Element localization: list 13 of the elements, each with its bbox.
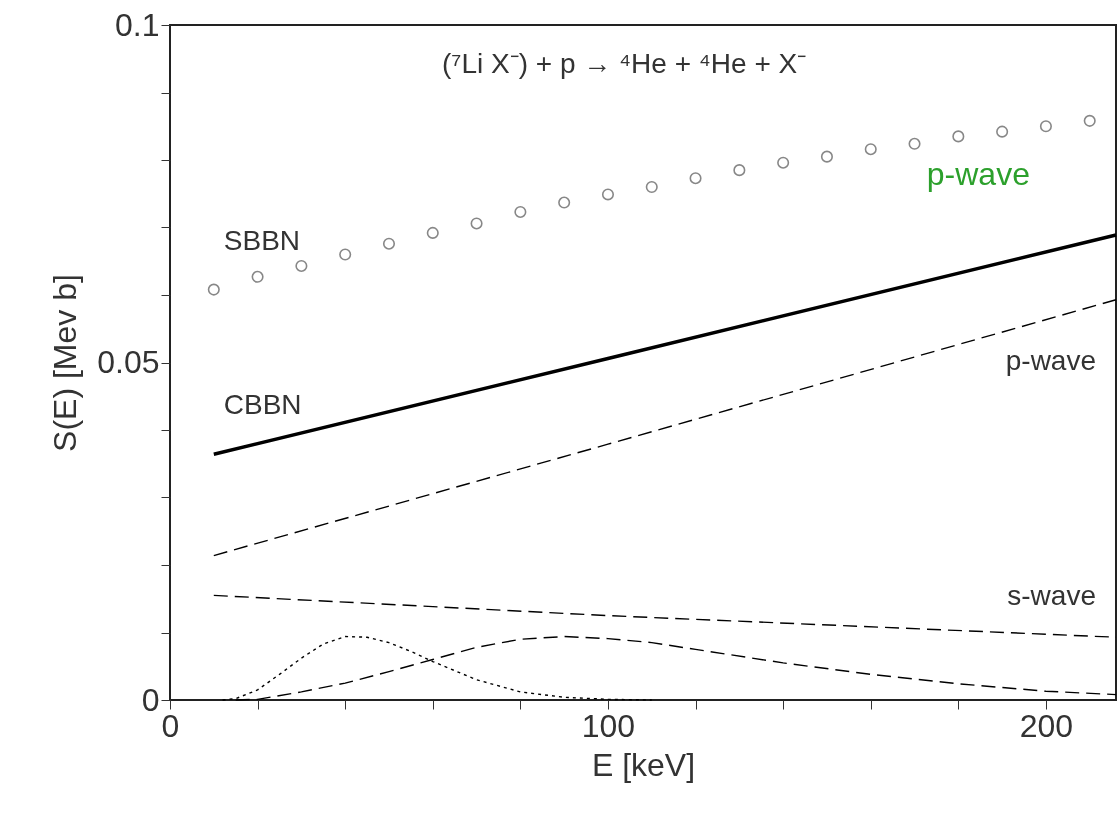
- series-label: p-wave: [1005, 344, 1096, 376]
- series-label: CBBN: [223, 389, 302, 421]
- annotation: p-wave: [926, 156, 1030, 192]
- x-axis-title: E [keV]: [591, 746, 696, 783]
- x-tick-label: 200: [1019, 707, 1074, 744]
- x-tick-label: 100: [581, 707, 636, 744]
- y-tick-label: 0: [141, 681, 160, 718]
- annotation: (⁷Li X⁻) + p → ⁴He + ⁴He + X⁻: [441, 48, 807, 79]
- series-label: SBBN: [223, 224, 301, 256]
- series-label: s-wave: [1007, 580, 1096, 612]
- y-tick-label: 0.1: [115, 6, 160, 43]
- y-axis-title: S(E) [Mev b]: [47, 274, 84, 452]
- y-tick-label: 0.05: [97, 344, 160, 380]
